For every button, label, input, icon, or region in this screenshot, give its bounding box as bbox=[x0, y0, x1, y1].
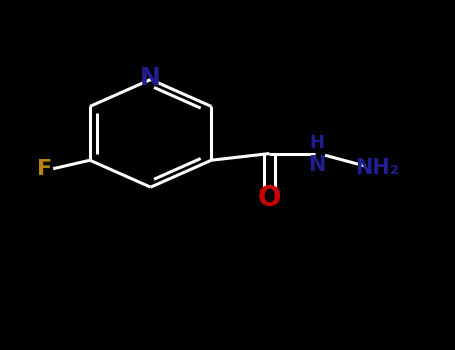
Text: F: F bbox=[37, 159, 52, 179]
Text: N: N bbox=[308, 155, 326, 175]
Text: NH₂: NH₂ bbox=[355, 158, 399, 178]
Text: H: H bbox=[309, 134, 324, 152]
Text: O: O bbox=[258, 184, 281, 212]
Text: N: N bbox=[140, 66, 161, 90]
